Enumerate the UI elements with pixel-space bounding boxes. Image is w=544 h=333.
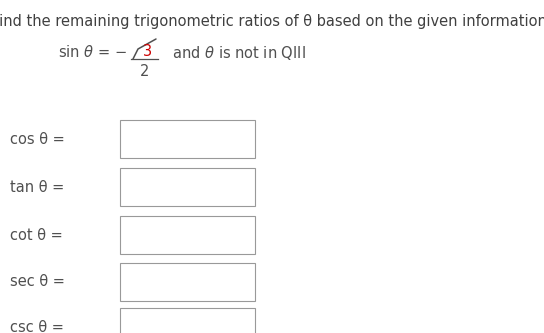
Bar — [120, 216, 255, 254]
Text: sec θ =: sec θ = — [10, 274, 65, 289]
Text: cot θ =: cot θ = — [10, 227, 63, 242]
Text: cos θ =: cos θ = — [10, 132, 65, 147]
Text: csc θ =: csc θ = — [10, 319, 64, 333]
Bar — [120, 168, 255, 206]
Text: sin $\theta$ = $-$: sin $\theta$ = $-$ — [58, 44, 127, 60]
Text: tan θ =: tan θ = — [10, 179, 64, 194]
Bar — [120, 120, 255, 158]
Text: 3: 3 — [143, 44, 152, 59]
Text: Find the remaining trigonometric ratios of θ based on the given information.: Find the remaining trigonometric ratios … — [0, 14, 544, 29]
Bar — [120, 308, 255, 333]
Text: 2: 2 — [140, 64, 149, 79]
Text: and $\theta$ is not in QIII: and $\theta$ is not in QIII — [163, 44, 306, 62]
Bar — [120, 263, 255, 301]
